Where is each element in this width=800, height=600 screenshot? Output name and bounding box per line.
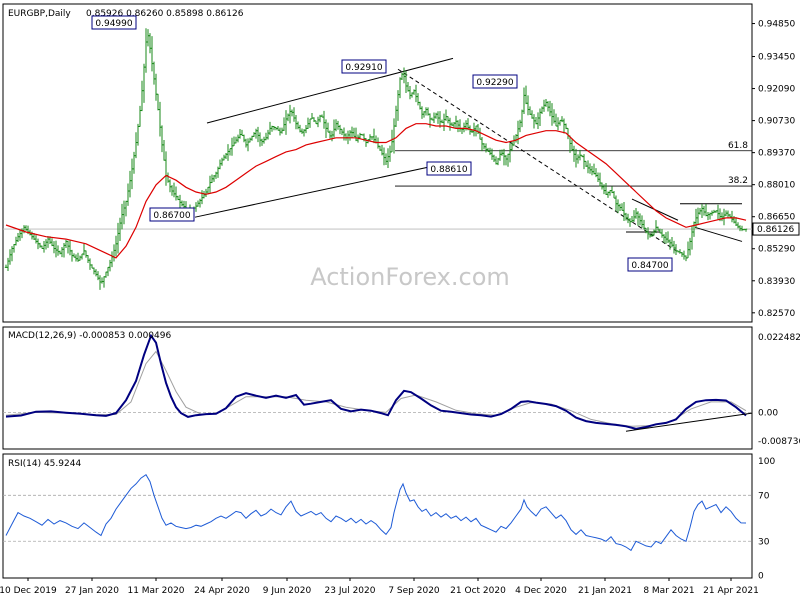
- macd-trendline: [625, 412, 753, 432]
- x-tick-1: 27 Jan 2020: [65, 586, 119, 596]
- annotation-0.92910: 0.92910: [341, 59, 387, 74]
- rsi-tick-30: 30: [758, 537, 770, 547]
- price-tick-0.89370: 0.89370: [758, 149, 795, 159]
- trendline-0: [206, 57, 454, 124]
- price-tick-0.83930: 0.83930: [758, 277, 795, 287]
- annotation-text: 0.92290: [476, 78, 513, 88]
- annotation-text: 0.94990: [95, 19, 132, 29]
- rsi-tick-70: 70: [758, 491, 770, 501]
- current-price-box: 0.86126: [752, 222, 800, 236]
- fib-label-1: 38.2: [728, 176, 748, 186]
- price-annotations: 0.94990 0.86700 0.92910 0.88610 0.92290 0.847…: [91, 15, 673, 272]
- chart-ohlc: 0.85926 0.86260 0.85898 0.86126: [86, 9, 244, 19]
- rsi-panel-frame: [2, 453, 753, 579]
- x-tick-5: 23 Jul 2020: [325, 586, 376, 596]
- annotation-text: 0.84700: [631, 261, 668, 271]
- trendline-1: [194, 162, 451, 218]
- annotation-0.92290: 0.92290: [472, 74, 518, 89]
- macd-tick-1: 0.00: [758, 408, 778, 418]
- price-tick-0.92090: 0.92090: [758, 85, 795, 95]
- annotation-0.88610: 0.88610: [426, 161, 472, 176]
- fib-label-0: 61.8: [728, 141, 748, 151]
- price-tick-0.86650: 0.86650: [758, 213, 795, 223]
- macd-line: [5, 333, 747, 430]
- x-tick-8: 4 Dec 2020: [515, 586, 567, 596]
- annotation-box: [472, 74, 518, 89]
- price-tick-0.94850: 0.94850: [758, 20, 795, 30]
- current-price-label: 0.86126: [757, 225, 794, 235]
- macd-label: MACD(12,26,9) -0.000853 0.000496: [8, 331, 171, 341]
- trendline-2: [397, 68, 681, 254]
- ema-line: [5, 123, 747, 259]
- x-tick-3: 24 Apr 2020: [194, 586, 250, 596]
- rsi-tick-100: 100: [758, 457, 775, 467]
- x-tick-10: 8 Mar 2021: [643, 586, 694, 596]
- watermark: ActionForex.com: [310, 263, 510, 291]
- chart-symbol: EURGBP,Daily: [8, 9, 71, 19]
- annotation-0.84700: 0.84700: [627, 257, 673, 272]
- macd-panel-frame: [2, 326, 753, 450]
- macd-tick-2: -0.008736: [758, 437, 800, 447]
- x-tick-4: 9 Jun 2020: [263, 586, 312, 596]
- trendline-6: [694, 226, 743, 242]
- annotation-box: [149, 207, 195, 222]
- x-tick-0: 10 Dec 2019: [0, 586, 57, 596]
- price-panel-frame: [2, 3, 753, 323]
- x-tick-11: 21 Apr 2021: [703, 586, 759, 596]
- price-trendlines: [194, 57, 743, 254]
- price-tick-0.88010: 0.88010: [758, 181, 795, 191]
- price-tick-0.82570: 0.82570: [758, 309, 795, 319]
- price-lines: [5, 123, 747, 259]
- macd-tick-0: 0.022482: [758, 333, 800, 343]
- x-axis: 10 Dec 2019 27 Jan 2020 11 Mar 2020 24 Apr …: [0, 578, 759, 596]
- annotation-text: 0.92910: [345, 63, 382, 73]
- rsi-label: RSI(14) 45.9244: [8, 459, 81, 469]
- price-tick-0.93450: 0.93450: [758, 53, 795, 63]
- current-price-rect: [752, 222, 800, 236]
- macd-layer: 0.022482 0.00 -0.008736: [3, 333, 800, 447]
- x-tick-7: 21 Oct 2020: [450, 586, 506, 596]
- annotation-text: 0.86700: [153, 211, 190, 221]
- annotation-0.94990: 0.94990: [91, 15, 137, 30]
- annotation-box: [627, 257, 673, 272]
- ohlc-bar: [744, 228, 748, 232]
- annotation-box: [426, 161, 472, 176]
- x-tick-6: 7 Sep 2020: [388, 586, 440, 596]
- annotation-box: [91, 15, 137, 30]
- price-axis: 0.94850 0.93450 0.92090 0.90730 0.89370 0.880…: [752, 20, 800, 319]
- price-tick-0.85290: 0.85290: [758, 245, 795, 255]
- rsi-layer: 100 70 30 0: [3, 457, 775, 582]
- annotation-box: [341, 59, 387, 74]
- price-bars: [4, 28, 748, 290]
- x-tick-2: 11 Mar 2020: [127, 586, 184, 596]
- rsi-line: [5, 473, 747, 552]
- annotation-text: 0.88610: [430, 165, 467, 175]
- x-tick-9: 21 Jan 2021: [578, 586, 632, 596]
- price-tick-0.90730: 0.90730: [758, 117, 795, 127]
- rsi-tick-0: 0: [758, 572, 764, 582]
- annotation-0.86700: 0.86700: [149, 207, 195, 222]
